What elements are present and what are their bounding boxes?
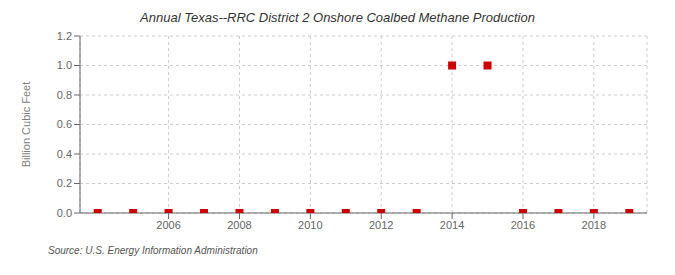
svg-text:0.6: 0.6 — [57, 118, 72, 130]
svg-text:Billion Cubic Feet: Billion Cubic Feet — [20, 82, 32, 168]
html-text:Annual Texas--RRC District 2 O: Annual Texas--RRC District 2 Onshore Coa… — [140, 10, 535, 25]
svg-text:2016: 2016 — [511, 219, 535, 231]
svg-text:0.2: 0.2 — [57, 177, 72, 189]
svg-text:2010: 2010 — [298, 219, 322, 231]
svg-text:2012: 2012 — [369, 219, 393, 231]
svg-text:2014: 2014 — [440, 219, 464, 231]
svg-text:2006: 2006 — [156, 219, 180, 231]
html-text:Source: U.S. Energy Informatio: Source: U.S. Energy Information Administ… — [48, 245, 258, 256]
svg-text:1.2: 1.2 — [57, 30, 72, 42]
svg-text:0.4: 0.4 — [57, 148, 72, 160]
svg-text:0.0: 0.0 — [57, 207, 72, 219]
svg-text:1.0: 1.0 — [57, 59, 72, 71]
svg-text:2008: 2008 — [227, 219, 251, 231]
svg-text:0.8: 0.8 — [57, 89, 72, 101]
svg-text:2018: 2018 — [582, 219, 606, 231]
